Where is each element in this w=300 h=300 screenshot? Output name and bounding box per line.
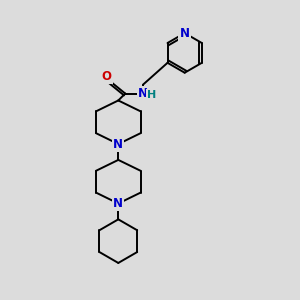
Text: N: N: [180, 27, 190, 40]
Text: N: N: [113, 138, 123, 151]
Text: H: H: [147, 89, 157, 100]
Text: O: O: [101, 70, 111, 83]
Text: N: N: [138, 87, 148, 100]
Text: N: N: [113, 197, 123, 210]
